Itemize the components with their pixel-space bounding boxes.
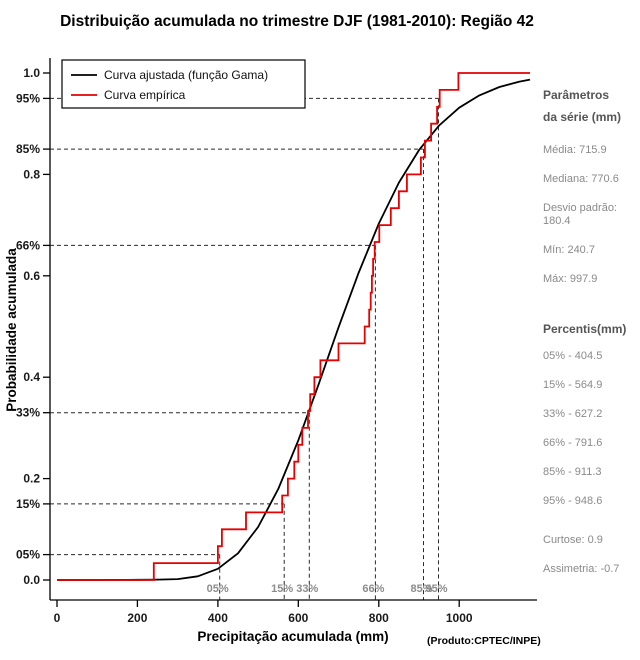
percentile-guides: 05% 15% 33% 66% 85%95%: [50, 97, 448, 600]
svg-text:15%: 15%: [271, 583, 293, 595]
svg-text:33%: 33%: [16, 406, 40, 420]
percentil-05: 05% - 404.5: [543, 350, 603, 362]
svg-text:0.2: 0.2: [23, 472, 40, 486]
chart-generated-layer: 05% 15% 33% 66% 85%95%0 200 400 600 800 10000.00.…: [16, 58, 537, 625]
svg-text:1000: 1000: [446, 611, 473, 625]
svg-text:85%: 85%: [410, 583, 432, 595]
stats-panel-heading-2: da série (mm): [543, 110, 622, 124]
legend: Curva ajustada (função Gama) Curva empír…: [61, 59, 306, 109]
stat-desvio-padrao: Desvio padrão: 180.4: [543, 202, 617, 227]
svg-text:0.0: 0.0: [23, 573, 40, 587]
fitted-curve: [57, 78, 531, 581]
svg-text:85%: 85%: [16, 142, 40, 156]
stat-assimetria: Assimetria: -0.7: [543, 563, 620, 575]
legend-label-fitted: Curva ajustada (função Gama): [104, 68, 268, 82]
svg-text:200: 200: [127, 611, 147, 625]
stat-curtose: Curtose: 0.9: [543, 534, 603, 546]
percentil-33: 33% - 627.2: [543, 408, 603, 420]
svg-text:95%: 95%: [16, 91, 40, 105]
percentil-95: 95% - 948.6: [543, 495, 603, 507]
chart-title: Distribuição acumulada no trimestre DJF …: [60, 13, 534, 30]
svg-text:0.4: 0.4: [23, 370, 40, 384]
svg-text:600: 600: [288, 611, 308, 625]
y-axis-title: Probabilidade acumulada: [4, 248, 19, 412]
percentil-15: 15% - 564.9: [543, 379, 603, 391]
stat-media: Média: 715.9: [543, 144, 607, 156]
svg-text:15%: 15%: [16, 497, 40, 511]
svg-text:66%: 66%: [362, 583, 384, 595]
x-axis-title: Precipitação acumulada (mm): [197, 629, 388, 644]
svg-text:800: 800: [369, 611, 389, 625]
svg-text:33%: 33%: [296, 583, 318, 595]
svg-text:66%: 66%: [16, 238, 40, 252]
percentil-66: 66% - 791.6: [543, 437, 603, 449]
svg-text:0: 0: [54, 611, 61, 625]
percentil-85: 85% - 911.3: [543, 466, 602, 478]
stat-min: Mín: 240.7: [543, 244, 595, 256]
svg-text:95%: 95%: [425, 583, 447, 595]
svg-text:0.6: 0.6: [23, 269, 40, 283]
legend-label-empirical: Curva empírica: [104, 88, 186, 102]
empirical-curve: [57, 72, 530, 581]
stat-max: Máx: 997.9: [543, 273, 598, 285]
svg-text:05%: 05%: [16, 548, 40, 562]
svg-text:05%: 05%: [207, 583, 229, 595]
percentis-heading: Percentis(mm): [543, 322, 627, 336]
product-credit: (Produto:CPTEC/INPE): [427, 635, 541, 647]
stats-panel: Parâmetros da série (mm) Média: 715.9 Me…: [543, 88, 640, 592]
stats-panel-heading-1: Parâmetros: [543, 88, 610, 102]
axes: 0 200 400 600 800 1000 0.0 0.2 0.4 0.6 0.8 1.0 05% 15…: [16, 58, 537, 625]
stat-mediana: Mediana: 770.6: [543, 173, 619, 185]
legend-box: [61, 59, 306, 109]
svg-text:1.0: 1.0: [23, 66, 40, 80]
svg-text:0.8: 0.8: [23, 167, 40, 181]
svg-text:400: 400: [208, 611, 228, 625]
